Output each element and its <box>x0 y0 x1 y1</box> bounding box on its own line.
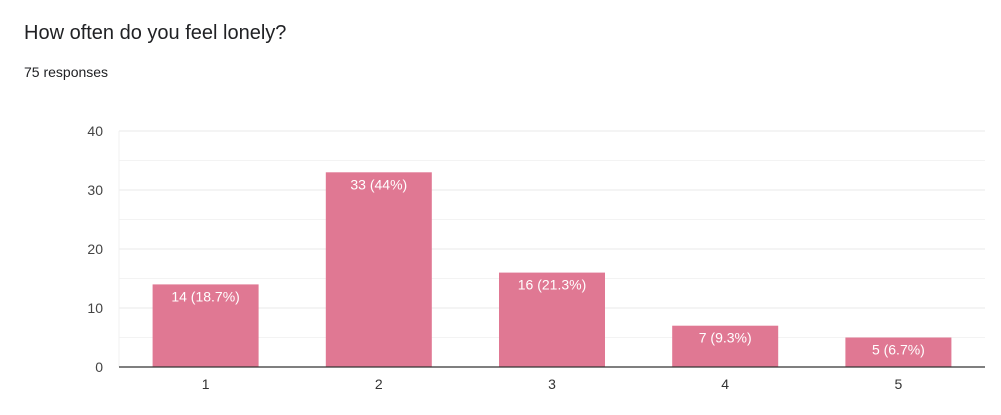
x-tick-label: 1 <box>202 376 210 392</box>
y-tick-label: 40 <box>87 123 103 139</box>
bar <box>499 272 605 367</box>
bar <box>672 325 779 367</box>
bar <box>152 284 259 367</box>
x-tick-label: 5 <box>895 376 903 392</box>
x-tick-label: 2 <box>375 376 383 392</box>
y-tick-label: 20 <box>87 241 103 257</box>
bar <box>325 172 432 367</box>
y-tick-label: 10 <box>87 300 103 316</box>
x-tick-label: 3 <box>548 376 556 392</box>
x-tick-label: 4 <box>721 376 729 392</box>
chart-title: How often do you feel lonely? <box>24 22 287 44</box>
response-count: 75 responses <box>24 64 109 80</box>
data-label: 33 (44%) <box>350 176 407 192</box>
bar <box>845 337 952 367</box>
data-label: 7 (9.3%) <box>699 330 752 346</box>
data-label: 14 (18.7%) <box>171 288 239 304</box>
data-label: 5 (6.7%) <box>872 342 925 358</box>
y-tick-label: 0 <box>95 359 103 375</box>
y-tick-label: 30 <box>87 182 103 198</box>
data-label: 16 (21.3%) <box>518 277 586 293</box>
